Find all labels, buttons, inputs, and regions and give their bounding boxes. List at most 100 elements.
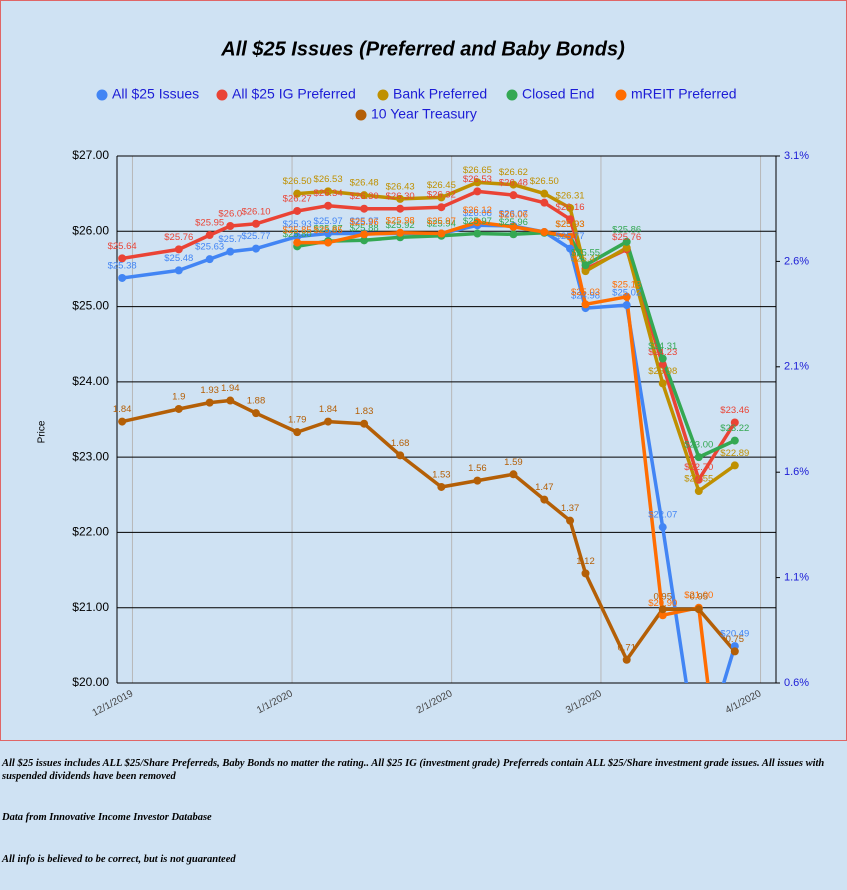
note: All info is believed to be correct, but … (2, 854, 236, 865)
data-label: $26.07 (499, 209, 528, 220)
data-point (473, 178, 482, 187)
data-label: $25.93 (283, 219, 312, 230)
data-label: $23.00 (684, 440, 713, 451)
data-point (566, 232, 575, 241)
data-point (581, 261, 590, 270)
data-label: $25.76 (164, 232, 193, 243)
data-label: $22.55 (684, 474, 713, 485)
data-point (396, 204, 405, 213)
data-point (293, 238, 302, 247)
data-point (473, 187, 482, 196)
data-label: 1.68 (391, 438, 410, 449)
y-tick-label: $26.00 (72, 223, 109, 237)
data-point (694, 487, 703, 496)
data-label: $23.46 (720, 405, 749, 416)
data-label: $26.10 (241, 206, 270, 217)
y-axis-title: Price (37, 420, 48, 443)
data-label: $23.22 (720, 423, 749, 434)
data-label: $26.50 (283, 176, 312, 187)
legend-label: mREIT Preferred (631, 86, 737, 102)
data-point (360, 191, 369, 200)
legend-marker (615, 89, 627, 101)
data-label: $25.13 (612, 279, 641, 290)
data-point (118, 417, 127, 426)
chart-title: All $25 Issues (Preferred and Baby Bonds… (220, 38, 625, 60)
data-label: 0.75 (726, 634, 745, 645)
data-point (118, 273, 127, 282)
data-label: $26.53 (463, 174, 492, 185)
data-label: $26.65 (463, 165, 492, 176)
series-line (297, 220, 710, 683)
data-label: 0.95 (653, 592, 672, 603)
data-label: 1.59 (504, 457, 523, 468)
data-label: 1.12 (576, 556, 595, 567)
y2-tick-label: 2.6% (784, 255, 809, 267)
data-point (658, 523, 667, 532)
data-point (473, 476, 482, 485)
y2-tick-label: 1.6% (784, 466, 809, 478)
data-point (226, 247, 235, 256)
y2-tick-label: 2.1% (784, 361, 809, 373)
data-label: $25.88 (350, 223, 379, 234)
chart: All $25 Issues (Preferred and Baby Bonds… (0, 0, 847, 741)
data-label: 1.83 (355, 406, 374, 417)
data-label: $25.97 (314, 216, 343, 227)
data-label: 1.79 (288, 415, 307, 426)
data-label: 1.9 (172, 391, 185, 402)
data-label: $26.31 (556, 190, 585, 201)
data-label: 0.95 (690, 592, 709, 603)
data-label: $26.48 (499, 178, 528, 189)
data-point (509, 222, 518, 231)
data-label: $20.49 (720, 629, 749, 640)
data-point (293, 189, 302, 198)
data-point (730, 647, 739, 656)
data-point (205, 398, 214, 407)
data-label: $26.27 (283, 193, 312, 204)
data-point (658, 354, 667, 363)
data-label: $25.03 (571, 287, 600, 298)
data-label: $25.63 (195, 242, 224, 253)
data-label: $25.97 (350, 216, 379, 227)
data-label: $26.32 (427, 190, 456, 201)
data-label: 0.71 (617, 642, 636, 653)
data-point (509, 470, 518, 479)
data-label: $25.77 (556, 231, 585, 242)
data-label: $26.48 (350, 178, 379, 189)
data-point (396, 194, 405, 203)
data-label: $25.96 (350, 217, 379, 228)
data-label: $20.90 (648, 598, 677, 609)
data-label: $26.62 (499, 167, 528, 178)
data-point (252, 219, 261, 228)
data-point (566, 215, 575, 224)
data-label: 1.37 (561, 503, 580, 514)
data-point (566, 516, 575, 525)
y2-tick-label: 3.1% (784, 150, 809, 162)
y2-tick-label: 1.1% (784, 572, 809, 584)
y-tick-label: $20.00 (72, 675, 109, 689)
data-point (694, 475, 703, 484)
data-label: $25.87 (314, 224, 343, 235)
data-label: 1.53 (432, 469, 451, 480)
data-point (540, 189, 549, 198)
data-label: $25.48 (164, 253, 193, 264)
data-point (581, 267, 590, 276)
legend-label: All $25 Issues (112, 86, 199, 102)
data-label: $26.08 (463, 208, 492, 219)
data-label: $25.93 (556, 219, 585, 230)
data-label: $21.00 (684, 590, 713, 601)
data-label: $26.34 (314, 188, 343, 199)
data-label: $25.38 (108, 260, 137, 271)
data-label: $25.94 (427, 218, 456, 229)
data-label: $25.93 (556, 219, 585, 230)
legend-label: All $25 IG Preferred (232, 86, 356, 102)
data-point (324, 229, 333, 238)
legend-marker (355, 109, 367, 121)
data-point (226, 396, 235, 405)
plot (118, 178, 739, 683)
data-label: $26.06 (499, 209, 528, 220)
data-point (658, 379, 667, 388)
data-label: $24.98 (571, 291, 600, 302)
data-point (658, 611, 667, 620)
data-point (437, 193, 446, 202)
data-label: $26.53 (314, 174, 343, 185)
